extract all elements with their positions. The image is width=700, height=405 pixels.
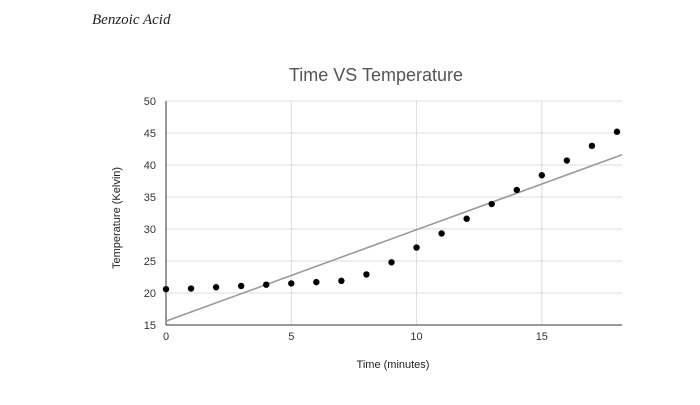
- data-point: [563, 157, 571, 164]
- data-point: [438, 230, 445, 237]
- trendline-group: [165, 154, 623, 322]
- data-point: [388, 259, 395, 266]
- data-point: [588, 142, 596, 149]
- data-point: [613, 128, 621, 135]
- data-point: [413, 244, 420, 251]
- chart-title: Time VS Temperature: [289, 65, 463, 85]
- data-point: [288, 280, 295, 287]
- data-point: [187, 285, 195, 292]
- data-point: [463, 215, 470, 222]
- data-point: [513, 186, 520, 194]
- y-tick-label: 25: [144, 256, 156, 268]
- data-point: [363, 271, 370, 278]
- y-tick-label: 45: [144, 128, 156, 140]
- trendline: [165, 154, 623, 322]
- data-points: [162, 128, 621, 293]
- y-axis-ticks: 15 20 25 30 35 40 45 50: [144, 96, 156, 332]
- y-tick-label: 15: [144, 320, 156, 332]
- data-point: [313, 278, 320, 286]
- data-point: [237, 282, 245, 290]
- y-tick-label: 30: [144, 224, 156, 236]
- document-caption: Benzoic Acid: [92, 12, 171, 28]
- data-point: [338, 277, 345, 285]
- data-point: [162, 285, 170, 293]
- x-tick-label: 15: [536, 331, 548, 343]
- x-axis-ticks: 0 5 10 15: [163, 331, 548, 343]
- y-axis-label: Temperature (Kelvin): [111, 167, 123, 269]
- y-tick-label: 50: [144, 96, 156, 108]
- y-tick-label: 35: [144, 192, 156, 204]
- x-axis-label: Time (minutes): [357, 359, 430, 371]
- x-tick-label: 5: [288, 331, 294, 343]
- data-point: [488, 200, 495, 208]
- x-tick-label: 10: [410, 331, 422, 343]
- y-tick-label: 20: [144, 288, 156, 300]
- data-point: [538, 172, 546, 179]
- data-point: [212, 284, 220, 291]
- x-tick-label: 0: [163, 331, 169, 343]
- chart-gridlines: [165, 100, 622, 326]
- data-point: [263, 281, 270, 288]
- y-tick-label: 40: [144, 160, 156, 172]
